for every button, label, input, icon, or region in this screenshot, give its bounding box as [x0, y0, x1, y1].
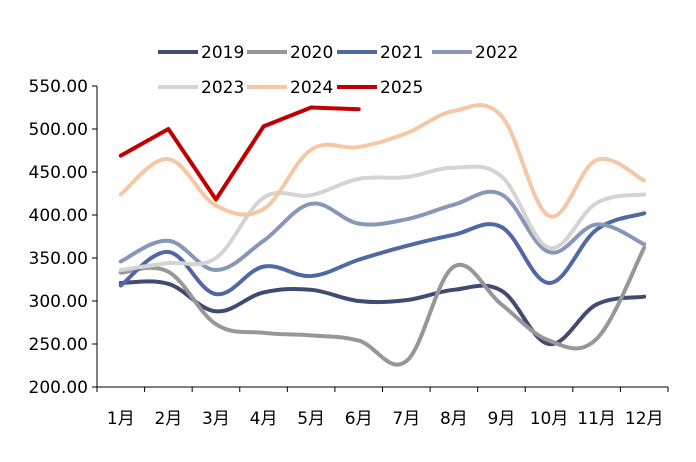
legend: 2019 2020 2021 2022 2023 2024 2025 [158, 43, 518, 98]
legend-item-2020: 2020 [247, 43, 333, 63]
y-tick-label: 300.00 [29, 292, 88, 312]
series-line-2025 [118, 105, 361, 202]
y-tick-label: 200.00 [29, 378, 88, 398]
legend-item-2019: 2019 [158, 43, 244, 63]
x-tick-label: 9月 [488, 409, 516, 429]
x-axis: 1月 2月 3月 4月 5月 6月 7月 8月 9月 10月 11月 12月 [96, 386, 669, 429]
legend-label: 2025 [380, 78, 423, 98]
legend-item-2023: 2023 [158, 78, 244, 98]
x-tick-label: 2月 [154, 409, 182, 429]
legend-label: 2022 [475, 43, 518, 63]
x-tick-label: 11月 [577, 409, 616, 429]
legend-label: 2020 [290, 43, 333, 63]
x-tick-label: 3月 [202, 409, 230, 429]
legend-item-2025: 2025 [337, 78, 423, 98]
x-tick-label: 6月 [345, 409, 373, 429]
legend-item-2022: 2022 [432, 43, 518, 63]
y-tick-label: 400.00 [29, 206, 88, 226]
x-tick-label: 1月 [107, 409, 135, 429]
x-tick-label: 5月 [297, 409, 325, 429]
y-tick-label: 550.00 [29, 77, 88, 97]
x-tick-label: 8月 [440, 409, 468, 429]
y-tick-label: 250.00 [29, 335, 88, 355]
series-line-2021 [118, 211, 647, 297]
series-line-2019 [118, 279, 647, 347]
y-tick-label: 350.00 [29, 249, 88, 269]
series-line-2023 [118, 164, 647, 273]
x-tick-label: 4月 [250, 409, 278, 429]
y-tick-label: 500.00 [29, 120, 88, 140]
series-line-2024 [118, 103, 647, 219]
legend-item-2024: 2024 [247, 78, 333, 98]
series-line-2020 [118, 245, 647, 367]
legend-label: 2024 [290, 78, 333, 98]
legend-label: 2021 [380, 43, 423, 63]
y-tick-label: 450.00 [29, 163, 88, 183]
legend-label: 2023 [201, 78, 244, 98]
series-layer [118, 103, 647, 367]
x-tick-label: 12月 [625, 409, 664, 429]
series-line-2022 [118, 189, 647, 273]
legend-item-2021: 2021 [337, 43, 423, 63]
x-tick-label: 7月 [392, 409, 420, 429]
y-axis: 200.00 250.00 300.00 350.00 400.00 450.00 500.… [29, 77, 98, 398]
legend-label: 2019 [201, 43, 244, 63]
x-tick-label: 10月 [530, 409, 569, 429]
